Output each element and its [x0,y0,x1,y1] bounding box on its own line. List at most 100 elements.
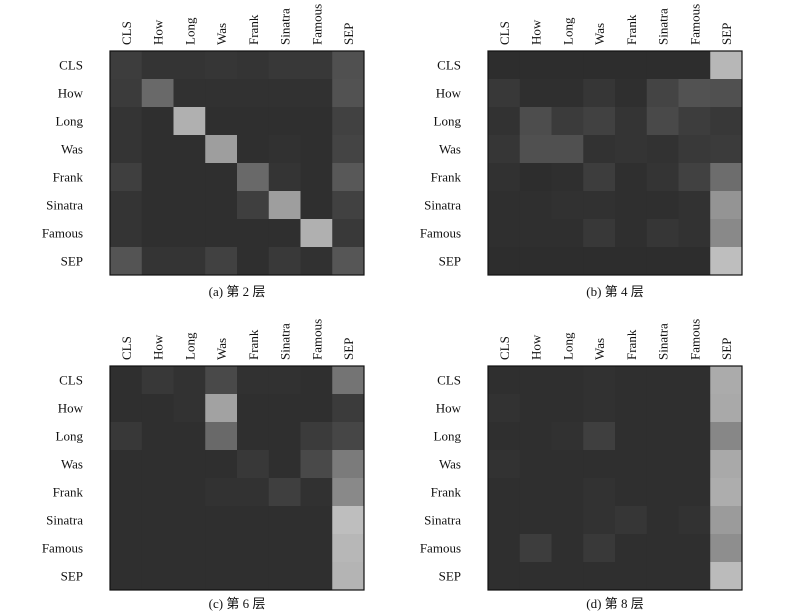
heatmap-cell [205,394,238,423]
heatmap-cell [110,394,143,423]
heatmap-cell [332,219,365,248]
y-tick-label: How [436,86,462,101]
heatmap-cell [646,163,679,192]
heatmap-cell [268,366,301,395]
heatmap-cell [173,163,206,192]
heatmap-cell [205,562,238,591]
heatmap-cell [332,478,365,507]
heatmap-cell [583,394,616,423]
y-tick-label: Was [439,142,461,157]
heatmap-cell [678,135,711,164]
heatmap-cell [205,450,238,479]
y-tick-label: Long [434,429,462,444]
heatmap-cell [205,247,238,276]
heatmap-cell [173,247,206,276]
heatmap-cell [237,394,270,423]
heatmap-cell [268,478,301,507]
heatmap-cell [583,107,616,136]
heatmap-panel-4: CLS How Long Was Frank Sinatra Famous SEP CLS How… [420,319,743,611]
heatmap-cell [519,478,552,507]
heatmap-cell [205,506,238,535]
heatmap-cell [488,219,521,248]
x-tick-label: How [151,334,166,360]
x-tick-label: Famous [309,4,324,45]
heatmap-cell [173,534,206,563]
heatmap-cell [488,422,521,451]
heatmap-cell [551,478,584,507]
heatmap-cell [710,534,743,563]
heatmap-cell [678,450,711,479]
heatmap-cell [205,107,238,136]
heatmap-cell [678,534,711,563]
heatmap-cell [615,219,648,248]
heatmap-cell [300,79,333,108]
heatmap-cell [237,366,270,395]
heatmap-cell [141,219,174,248]
heatmap-cell [678,51,711,80]
x-tick-label: SEP [719,338,734,360]
x-tick-label: Was [214,338,229,360]
heatmap-cell [205,478,238,507]
heatmap-cell [678,562,711,591]
heatmap-cell [141,163,174,192]
heatmap-cell [237,191,270,220]
heatmap-cell [583,191,616,220]
heatmap-cell [205,79,238,108]
heatmap-cell [646,422,679,451]
heatmap-cell [551,51,584,80]
heatmap-cell [141,394,174,423]
heatmap-cell [519,191,552,220]
heatmap-cell [300,506,333,535]
heatmap-cell [332,562,365,591]
heatmap-cell [646,506,679,535]
y-tick-label: Famous [42,541,83,556]
heatmap-cell [141,366,174,395]
heatmap-cell [110,247,143,276]
heatmap-cell [268,163,301,192]
heatmap-cell [551,534,584,563]
heatmap-cell [583,450,616,479]
heatmap-cell [268,422,301,451]
heatmap-cell [141,478,174,507]
heatmap-cell [678,163,711,192]
heatmap-cell [678,191,711,220]
heatmap-cell [678,422,711,451]
heatmap-cell [551,163,584,192]
heatmap-cell [646,478,679,507]
heatmap-cell [519,219,552,248]
heatmap-cell [710,107,743,136]
y-tick-label: Frank [53,485,84,500]
heatmap-cell [268,562,301,591]
heatmap-cell [110,79,143,108]
x-tick-label: Long [182,17,197,45]
heatmap-cell [583,247,616,276]
heatmap-cell [300,135,333,164]
x-tick-label: How [529,19,544,45]
heatmap-cell [332,107,365,136]
heatmap-cell [646,450,679,479]
heatmap-cell [205,534,238,563]
y-tick-label: CLS [437,58,461,73]
heatmap-cell [173,366,206,395]
heatmap-cell [615,247,648,276]
heatmap-cell [205,422,238,451]
y-tick-label: CLS [59,373,83,388]
heatmap-cell [551,506,584,535]
heatmap-cell [678,247,711,276]
heatmap-cell [519,107,552,136]
heatmap-cell [519,534,552,563]
heatmap-cell [141,534,174,563]
heatmap-cell [268,506,301,535]
heatmap-cell [332,247,365,276]
heatmap-cell [710,394,743,423]
heatmap-cell [488,478,521,507]
heatmap-cell [615,534,648,563]
heatmap-cell [268,135,301,164]
heatmap-cell [268,394,301,423]
heatmap-cell [615,135,648,164]
heatmap-cell [488,562,521,591]
heatmap-cell [551,366,584,395]
heatmap-cell [332,422,365,451]
heatmap-cell [710,366,743,395]
